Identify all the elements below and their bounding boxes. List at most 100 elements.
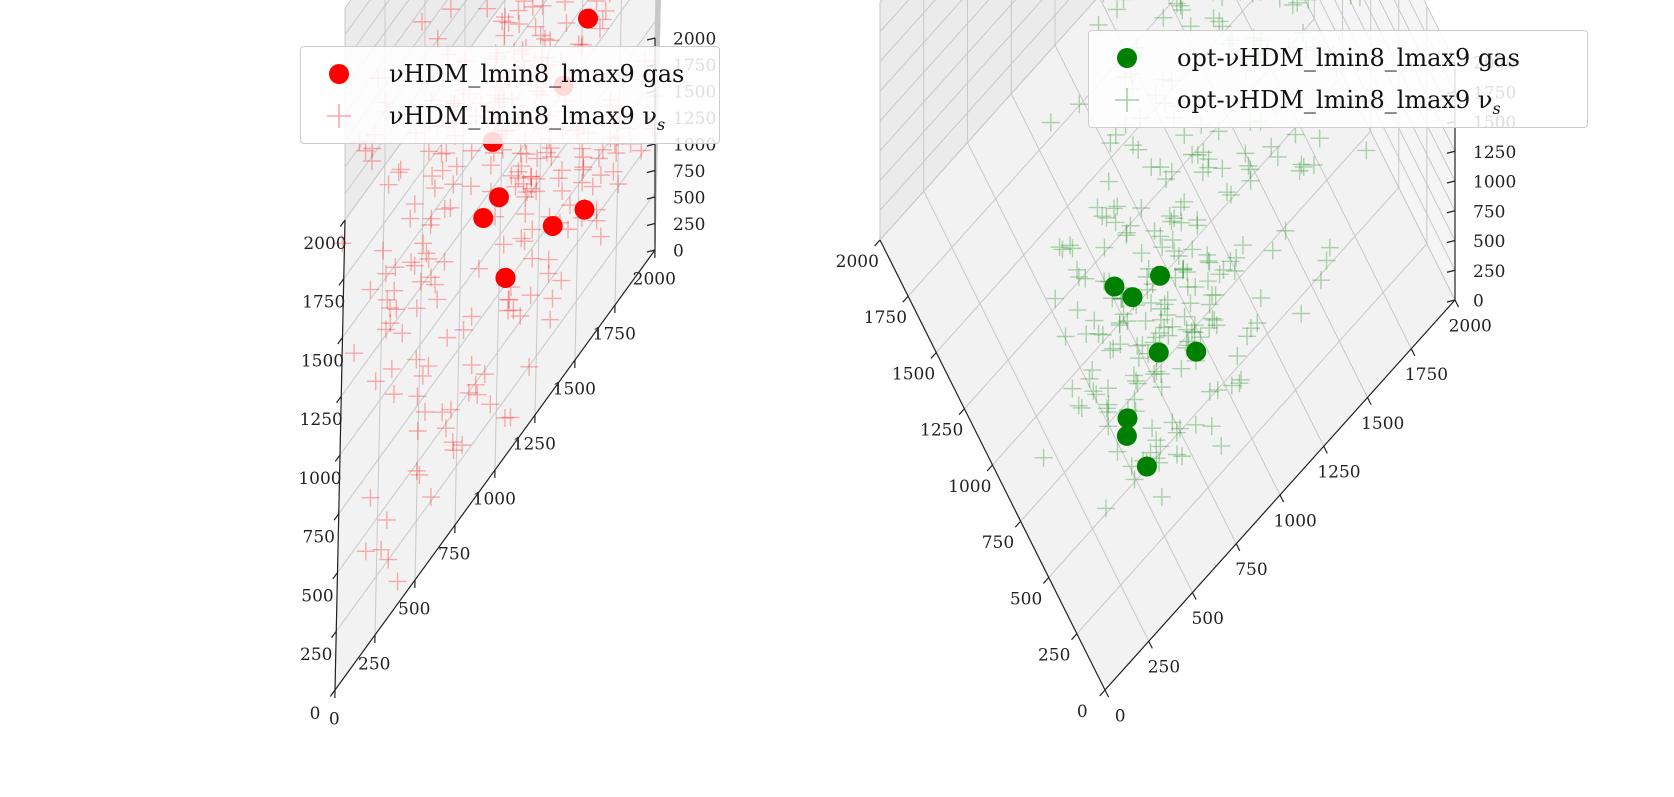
nu-marker: [533, 0, 552, 15]
nu-marker: [372, 540, 391, 559]
nu-marker: [1101, 134, 1120, 153]
nu-marker: [1185, 323, 1204, 342]
nu-marker: [509, 162, 528, 181]
nu-marker: [386, 258, 405, 277]
nu-marker: [553, 181, 572, 200]
nu-marker: [521, 167, 540, 186]
nu-marker: [1129, 349, 1148, 368]
nu-marker: [589, 149, 608, 168]
gas-marker: [542, 215, 563, 236]
nu-marker: [1279, 0, 1281, 8]
x-tick: [930, 352, 937, 359]
y-tick-label: 1250: [513, 434, 556, 454]
nu-marker: [376, 264, 395, 283]
nu-marker: [522, 167, 541, 186]
nu-marker: [517, 145, 536, 164]
y-tick: [1279, 494, 1285, 503]
nu-marker: [1177, 320, 1196, 339]
grid-line: [654, 0, 659, 118]
grid-line: [879, 0, 1043, 181]
nu-marker: [1174, 260, 1193, 279]
gas-marker: [489, 187, 509, 208]
nu-marker: [1099, 172, 1118, 191]
nu-marker: [1227, 248, 1246, 267]
nu-marker: [520, 357, 539, 376]
nu-marker: [1145, 365, 1164, 384]
nu-marker: [1294, 157, 1313, 176]
y-tick-label: 1500: [553, 379, 596, 399]
nu-marker: [1105, 199, 1124, 218]
gas-marker: [1148, 342, 1169, 363]
nu-marker: [1163, 413, 1182, 432]
x-tick: [339, 219, 346, 227]
nu-marker: [1183, 240, 1202, 259]
nu-marker: [1167, 423, 1186, 442]
nu-marker: [436, 419, 455, 438]
nu-marker: [1136, 311, 1155, 330]
nu-marker: [1206, 285, 1225, 304]
nu-marker: [1262, 137, 1281, 156]
nu-marker: [1069, 268, 1088, 287]
green-plus-marker-icon: [1115, 88, 1139, 112]
legend-left: νHDM_lmin8_lmax9 gas νHDM_lmin8_lmax9 νs: [300, 46, 720, 144]
nu-marker: [459, 383, 478, 402]
nu-marker: [1159, 326, 1178, 345]
nu-marker: [362, 152, 381, 171]
nu-marker: [425, 179, 444, 198]
grid-line: [344, 0, 506, 221]
y-tick-label: 2000: [1449, 316, 1492, 336]
nu-marker: [462, 141, 481, 160]
nu-marker: [1171, 0, 1190, 15]
nu-marker: [1152, 364, 1171, 383]
nu-marker: [388, 572, 407, 591]
z-tick: [1446, 299, 1456, 303]
nu-marker: [1128, 374, 1147, 393]
nu-marker: [609, 175, 628, 194]
y-tick-label: 1750: [593, 324, 636, 344]
grid-line: [879, 0, 963, 92]
nu-marker: [537, 143, 556, 162]
nu-marker: [1350, 0, 1352, 5]
nu-marker: [1199, 252, 1218, 271]
nu-marker: [426, 275, 445, 294]
nu-marker: [1268, 147, 1287, 166]
nu-marker: [1200, 295, 1219, 314]
gas-marker: [1116, 425, 1137, 446]
nu-marker: [1046, 289, 1065, 308]
x-tick: [336, 395, 342, 404]
x-tick-label: 500: [1010, 589, 1042, 609]
nu-marker: [423, 167, 442, 186]
nu-marker: [393, 324, 412, 343]
z-tick-label: 500: [1473, 232, 1505, 252]
x-tick: [1099, 689, 1106, 697]
z-tick-label: 750: [673, 162, 705, 182]
nu-marker: [511, 307, 530, 326]
nu-marker: [405, 256, 424, 275]
nu-marker: [1117, 223, 1136, 242]
nu-marker: [1106, 213, 1125, 232]
nu-marker: [1077, 324, 1096, 343]
x-tick: [1071, 633, 1078, 641]
nu-marker: [1202, 417, 1221, 436]
z-tick: [646, 143, 656, 147]
nu-marker: [1068, 301, 1087, 320]
nu-marker: [1072, 398, 1091, 417]
nu-marker: [1169, 247, 1188, 265]
nu-marker: [1128, 336, 1147, 355]
nu-marker: [1207, 316, 1226, 335]
y-tick-label: 750: [1235, 560, 1267, 580]
nu-marker: [1114, 0, 1133, 9]
nu-marker: [557, 14, 576, 33]
nu-marker: [516, 205, 535, 224]
grid-line: [344, 0, 429, 115]
nu-marker: [1200, 253, 1219, 272]
nu-marker: [1118, 312, 1137, 331]
nu-marker: [1143, 419, 1162, 438]
nu-marker: [1290, 161, 1309, 180]
nu-marker: [1101, 341, 1120, 360]
nu-marker: [521, 286, 540, 305]
y-tick-label: 250: [1148, 658, 1180, 678]
grid-line: [935, 0, 1254, 353]
nu-marker: [419, 142, 438, 161]
nu-marker: [1225, 262, 1244, 281]
